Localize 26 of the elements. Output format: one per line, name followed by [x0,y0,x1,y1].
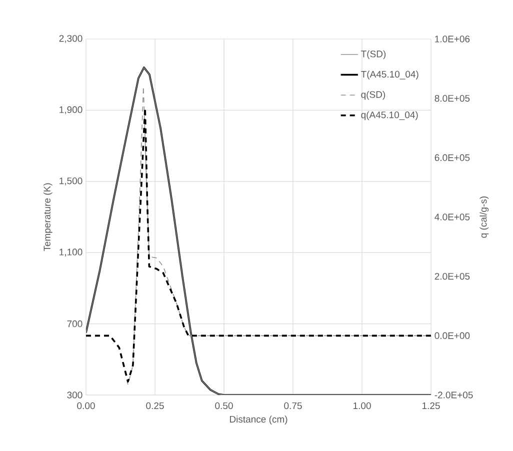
y-tick-label: 700 [67,320,82,328]
legend-label: T(SD) [361,50,386,60]
x-axis-title: Distance (cm) [230,416,288,424]
x-tick-label: 1.25 [422,402,440,410]
y-tick-label: 1,900 [60,106,82,114]
y2-tick-label: 8.0E+05 [434,94,470,102]
y-tick-label: 2,300 [59,35,82,43]
y-tick-label: 1,500 [60,177,82,186]
y-tick-label: 300 [67,392,82,398]
y2-tick-label: 4.0E+05 [434,214,470,220]
y2-tick-label: -2.0E+05 [434,392,473,398]
y2-axis-title: q (cal/g-s) [480,196,489,238]
x-tick-label: 0.75 [284,402,302,410]
y2-tick-label: 6.0E+05 [434,154,470,162]
legend-label: T(A45.10_04) [361,70,418,80]
x-tick-label: 0.50 [215,402,233,410]
legend-label: q(A45.10_04) [361,111,418,120]
x-tick-label: 1.00 [353,402,371,410]
y2-tick-label: 0.0E+00 [434,332,470,340]
y2-tick-label: 2.0E+05 [434,272,470,280]
legend-label: q(SD) [361,90,386,100]
x-tick-label: 0.00 [77,402,95,410]
y2-tick-label: 1.0E+06 [435,36,470,42]
y-tick-label: 1,100 [60,248,82,257]
y-axis-title: Temperature (K) [43,183,52,252]
x-tick-label: 0.25 [146,402,164,410]
